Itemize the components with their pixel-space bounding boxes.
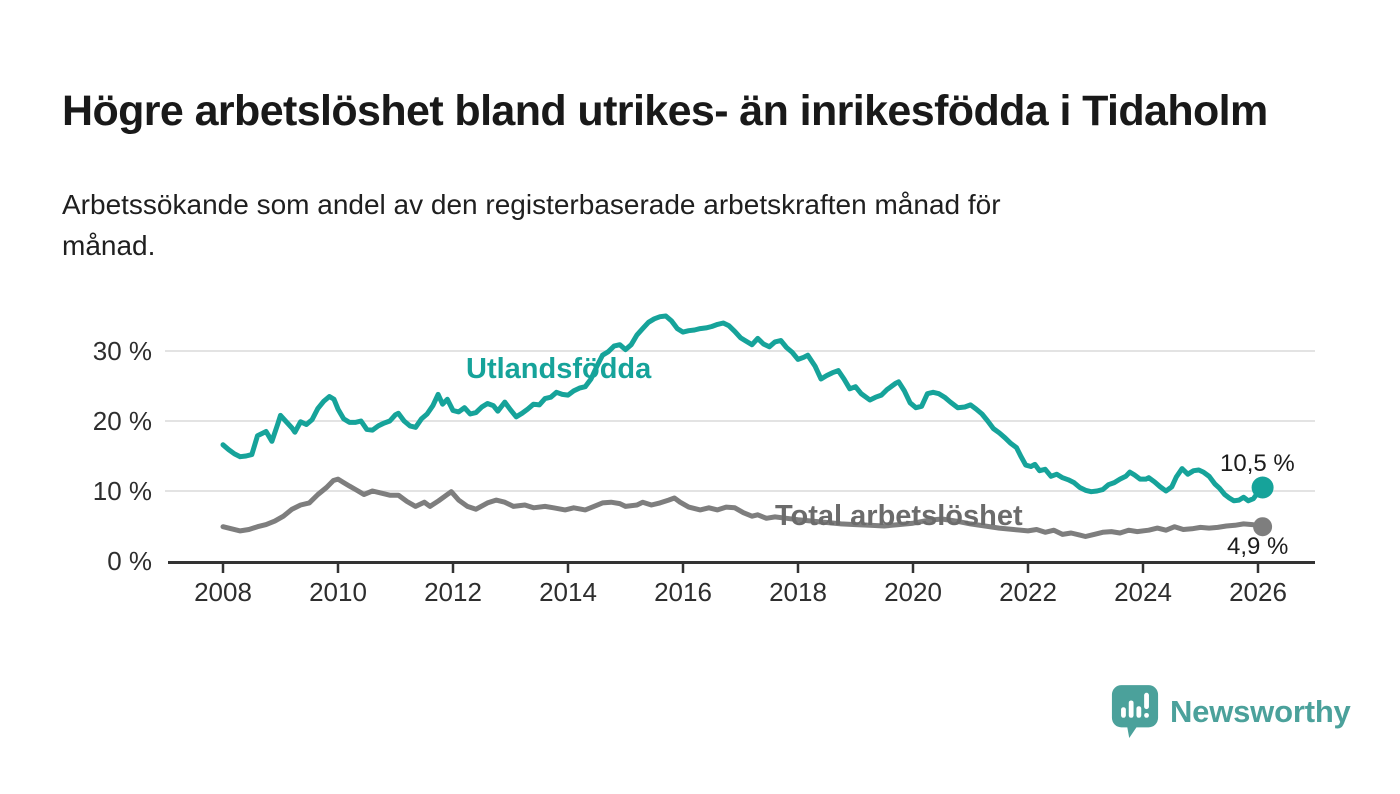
- subtitle-line-2: månad.: [62, 230, 156, 261]
- x-tick-label-2008: 2008: [194, 577, 252, 607]
- x-tick-label-2026: 2026: [1229, 577, 1287, 607]
- page-title: Högre arbetslöshet bland utrikes- än inr…: [62, 86, 1268, 135]
- x-tick-label-2012: 2012: [424, 577, 482, 607]
- y-tick-label-10: 10 %: [93, 476, 152, 506]
- newsworthy-logo: Newsworthy: [1110, 684, 1351, 740]
- series-label-utlandsfodda: Utlandsfödda: [466, 353, 652, 385]
- series-line-0: [220, 313, 1266, 504]
- x-tick-label-2024: 2024: [1114, 577, 1172, 607]
- newsworthy-bubble-chart-icon: [1111, 685, 1159, 738]
- x-tick-label-2016: 2016: [654, 577, 712, 607]
- series-line-1: [220, 476, 1266, 539]
- x-tick-label-2010: 2010: [309, 577, 367, 607]
- chart-subtitle: Arbetssökande som andel av den registerb…: [62, 184, 1322, 266]
- y-tick-label-20: 20 %: [93, 406, 152, 436]
- x-tick-label-2014: 2014: [539, 577, 597, 607]
- newsworthy-wordmark: Newsworthy: [1170, 694, 1351, 729]
- series-end-dot-1: [1253, 517, 1273, 537]
- y-tick-label-0: 0 %: [107, 546, 152, 576]
- end-value-label-total: 4,9 %: [1227, 533, 1289, 560]
- x-tick-label-2022: 2022: [999, 577, 1057, 607]
- y-tick-label-30: 30 %: [93, 336, 152, 366]
- end-value-label-utlandsfodda: 10,5 %: [1220, 450, 1295, 477]
- x-tick-label-2020: 2020: [884, 577, 942, 607]
- series-label-total-arbetsloshet: Total arbetslöshet: [775, 500, 1023, 532]
- subtitle-line-1: Arbetssökande som andel av den registerb…: [62, 189, 1001, 220]
- x-tick-label-2018: 2018: [769, 577, 827, 607]
- series-end-dot-0: [1251, 476, 1274, 499]
